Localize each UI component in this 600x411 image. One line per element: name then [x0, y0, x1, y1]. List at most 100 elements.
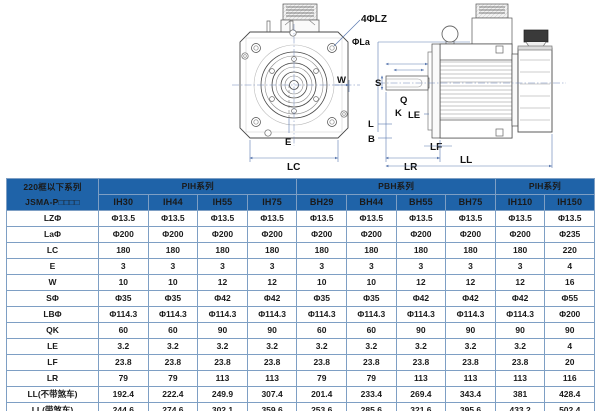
- table-group-header-row: 220框以下系列 JSMA-P□□□□ PIH系列 PBH系列 PIH系列: [6, 178, 596, 211]
- cell: 180: [147, 242, 199, 259]
- table-model-header-row: IH30 IH44 IH55 IH75 BH29 BH44 BH55 BH75 …: [7, 194, 596, 211]
- cell: 269.4: [395, 386, 447, 403]
- cell: 433.2: [494, 402, 546, 411]
- model-header-bh55: BH55: [395, 194, 447, 211]
- cell: 285.6: [346, 402, 397, 411]
- model-header-ih30: IH30: [98, 194, 149, 211]
- row-label: QK: [6, 322, 99, 339]
- cell: Φ200: [98, 226, 149, 243]
- table-body: LZΦ Φ13.5 Φ13.5 Φ13.5 Φ13.5 Φ13.5 Φ13.5 …: [6, 210, 596, 411]
- cell: 90: [494, 322, 546, 339]
- cell: 321.6: [395, 402, 447, 411]
- cell: Φ42: [445, 290, 496, 307]
- cell: 3: [445, 258, 496, 275]
- table-corner-header: 220框以下系列 JSMA-P□□□□: [6, 178, 99, 211]
- cell: 3.2: [246, 338, 298, 355]
- cell: 90: [197, 322, 248, 339]
- cell: Φ114.3: [445, 306, 496, 323]
- row-label: LF: [6, 354, 99, 371]
- cell: 4: [544, 258, 596, 275]
- cell: 220: [544, 242, 596, 259]
- cell: 3.2: [197, 338, 248, 355]
- cell: 307.4: [246, 386, 298, 403]
- model-header-ih110: IH110: [494, 194, 546, 211]
- cell: 343.4: [445, 386, 496, 403]
- label-e: E: [285, 137, 291, 148]
- cell: 16: [544, 274, 596, 291]
- cell: Φ200: [296, 226, 348, 243]
- label-lr: LR: [404, 162, 418, 172]
- group-header-pbh: PBH系列: [296, 178, 496, 195]
- cell: 253.6: [296, 402, 348, 411]
- cell: 10: [296, 274, 348, 291]
- cell: Φ200: [346, 226, 397, 243]
- table-row: SΦ Φ35 Φ35 Φ42 Φ42 Φ35 Φ35 Φ42 Φ42 Φ42 Φ…: [6, 290, 596, 307]
- cell: 79: [346, 370, 397, 387]
- specification-table: 220框以下系列 JSMA-P□□□□ PIH系列 PBH系列 PIH系列 IH…: [6, 178, 596, 411]
- cell: Φ200: [246, 226, 298, 243]
- label-ll: LL: [460, 155, 472, 166]
- cell: 244.6: [98, 402, 149, 411]
- cell: 90: [445, 322, 496, 339]
- cell: Φ114.3: [197, 306, 248, 323]
- cell: Φ13.5: [544, 210, 596, 227]
- cell: 10: [98, 274, 149, 291]
- table-row: LaΦ Φ200 Φ200 Φ200 Φ200 Φ200 Φ200 Φ200 Φ…: [6, 226, 596, 243]
- cell: Φ42: [197, 290, 248, 307]
- cell: Φ35: [98, 290, 149, 307]
- cell: Φ114.3: [395, 306, 447, 323]
- cell: Φ200: [494, 226, 546, 243]
- label-b: B: [368, 134, 375, 145]
- group-header-pih-1: PIH系列: [97, 178, 298, 195]
- group-header-pih-2: PIH系列: [494, 178, 596, 195]
- cell: 3: [197, 258, 248, 275]
- cell: 192.4: [98, 386, 149, 403]
- cell: 233.4: [346, 386, 397, 403]
- cell: Φ200: [445, 226, 496, 243]
- row-label: W: [6, 274, 99, 291]
- row-label: LBΦ: [6, 306, 99, 323]
- model-header-bh44: BH44: [346, 194, 397, 211]
- row-label: SΦ: [6, 290, 99, 307]
- cell: Φ35: [296, 290, 348, 307]
- table-row: LL(带煞车) 244.6 274.6 302.1 359.6 253.6 28…: [6, 402, 596, 411]
- cell: Φ55: [544, 290, 596, 307]
- cell: Φ13.5: [197, 210, 248, 227]
- cell: Φ200: [395, 226, 447, 243]
- cell: 3.2: [296, 338, 348, 355]
- cell: Φ114.3: [147, 306, 199, 323]
- cell: 60: [147, 322, 199, 339]
- cell: 113: [494, 370, 546, 387]
- cell: Φ114.3: [494, 306, 546, 323]
- table-row: LE 3.2 3.2 3.2 3.2 3.2 3.2 3.2 3.2 3.2 4: [6, 338, 596, 355]
- cell: 180: [246, 242, 298, 259]
- label-l: L: [368, 119, 374, 130]
- row-label: LL(带煞车): [6, 402, 99, 411]
- cell: 3: [296, 258, 348, 275]
- model-header-ih55: IH55: [197, 194, 248, 211]
- cell: 23.8: [147, 354, 199, 371]
- cell: 113: [395, 370, 447, 387]
- table-row: LZΦ Φ13.5 Φ13.5 Φ13.5 Φ13.5 Φ13.5 Φ13.5 …: [6, 210, 596, 227]
- cell: 395.6: [445, 402, 496, 411]
- table-row: LR 79 79 113 113 79 79 113 113 113 116: [6, 370, 596, 387]
- model-header-ih75: IH75: [246, 194, 298, 211]
- cell: 23.8: [494, 354, 546, 371]
- cell: Φ114.3: [98, 306, 149, 323]
- model-header-ih150: IH150: [544, 194, 596, 211]
- label-lf: LF: [430, 142, 442, 153]
- cell: Φ235: [544, 226, 596, 243]
- cell: 12: [494, 274, 546, 291]
- cell: 249.9: [197, 386, 248, 403]
- label-le: LE: [408, 110, 420, 121]
- cell: 79: [147, 370, 199, 387]
- cell: 3: [147, 258, 199, 275]
- specification-table-container: 220框以下系列 JSMA-P□□□□ PIH系列 PBH系列 PIH系列 IH…: [6, 178, 596, 411]
- cell: Φ200: [197, 226, 248, 243]
- cell: 3.2: [98, 338, 149, 355]
- cell: 10: [147, 274, 199, 291]
- cell: 180: [296, 242, 348, 259]
- label-k: K: [395, 108, 402, 119]
- cell: Φ13.5: [494, 210, 546, 227]
